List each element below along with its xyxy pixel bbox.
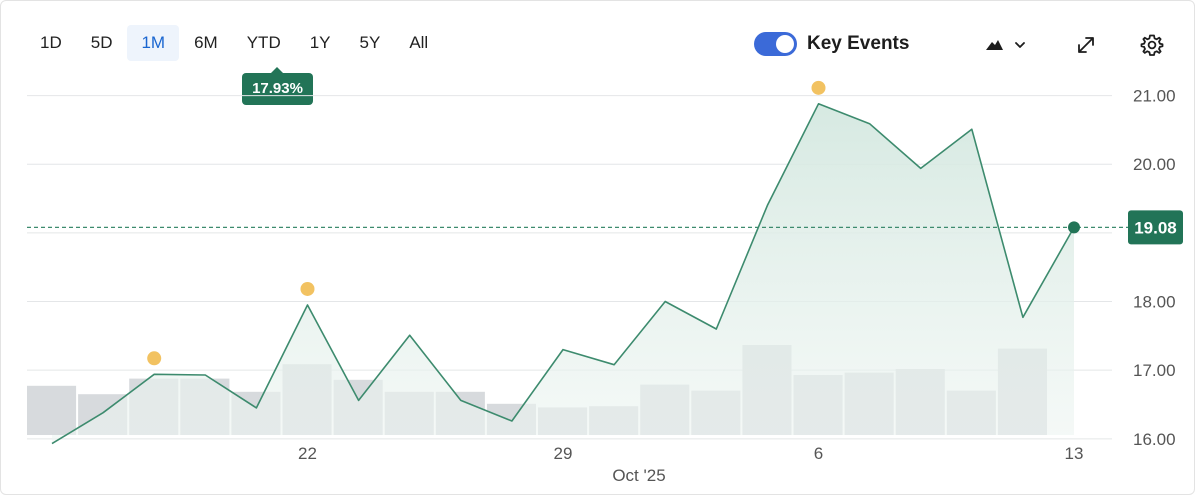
price-line — [51, 103, 1075, 445]
range-selector: 1D 5D 1M 6M YTD 1Y 5Y All — [26, 25, 443, 61]
range-button-ytd[interactable]: YTD — [246, 33, 281, 52]
gear-icon — [1140, 34, 1164, 56]
range-button-all[interactable]: All — [409, 33, 429, 52]
expand-icon — [1078, 37, 1094, 53]
y-tick-label: 18.00 — [1133, 293, 1176, 312]
y-tick-label: 16.00 — [1133, 430, 1176, 449]
range-button-1d[interactable]: 1D — [40, 33, 62, 52]
expand-button[interactable] — [1074, 33, 1098, 57]
range-button-5d[interactable]: 5D — [90, 33, 113, 52]
x-tick-label: 13 — [1065, 444, 1084, 463]
chevron-down-icon — [1015, 42, 1025, 48]
settings-button[interactable] — [1139, 32, 1165, 58]
y-tick-label: 20.00 — [1133, 155, 1176, 174]
y-tick-label: 21.00 — [1133, 87, 1176, 106]
toggle-knob — [776, 35, 794, 53]
key-events-label: Key Events — [807, 33, 910, 54]
range-button-6m[interactable]: 6M — [194, 33, 218, 52]
current-price-tag — [1128, 210, 1183, 245]
current-price-label: 19.08 — [1134, 218, 1177, 237]
change-percent-badge: 17.93% — [242, 67, 313, 105]
chart-type-button[interactable] — [984, 33, 1030, 57]
x-tick-label: 22 — [298, 444, 317, 463]
price-area — [52, 103, 1074, 444]
volume-bar — [27, 385, 77, 435]
key-event-marker — [811, 80, 826, 95]
key-events-toggle[interactable] — [754, 32, 797, 56]
range-button-1y[interactable]: 1Y — [309, 33, 331, 52]
key-event-marker — [300, 281, 315, 296]
key-event-marker — [147, 351, 162, 366]
y-tick-label: 17.00 — [1133, 361, 1176, 380]
mountain-chart-icon — [986, 40, 1003, 50]
x-period-label: Oct '25 — [612, 466, 665, 485]
range-button-5y[interactable]: 5Y — [359, 33, 381, 52]
range-button-1m[interactable]: 1M — [127, 25, 180, 61]
x-tick-label: 29 — [554, 444, 573, 463]
x-tick-label: 6 — [814, 444, 823, 463]
current-price-point — [1068, 221, 1080, 234]
